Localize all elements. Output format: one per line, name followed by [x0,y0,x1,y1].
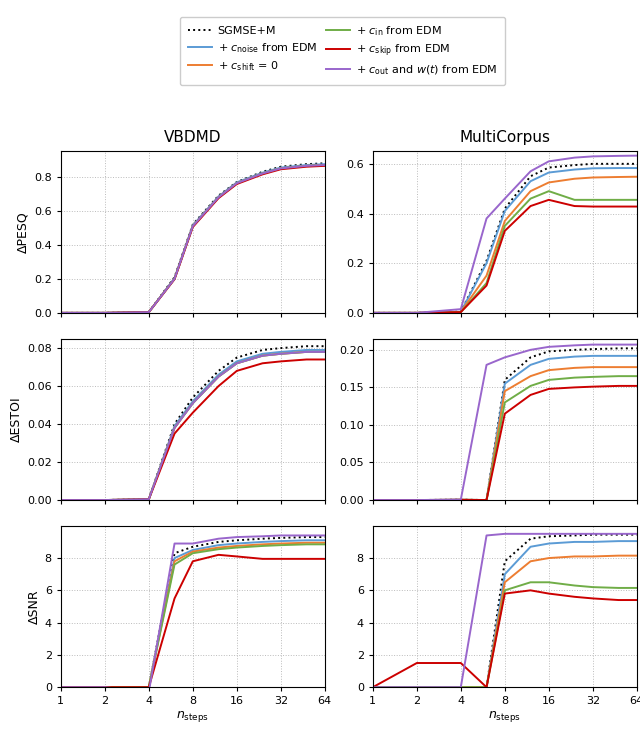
Text: VBDMD: VBDMD [164,130,221,145]
Legend: SGMSE+M, + $c_\mathrm{noise}$ from EDM, + $c_\mathrm{shift}$ = 0, + $c_\mathrm{i: SGMSE+M, + $c_\mathrm{noise}$ from EDM, … [180,17,505,85]
Y-axis label: ΔESTOI: ΔESTOI [10,396,23,442]
Y-axis label: ΔPESQ: ΔPESQ [17,211,30,253]
X-axis label: $n_\mathrm{steps}$: $n_\mathrm{steps}$ [176,709,209,724]
Text: MultiCorpus: MultiCorpus [460,130,550,145]
X-axis label: $n_\mathrm{steps}$: $n_\mathrm{steps}$ [488,709,522,724]
Y-axis label: ΔSNR: ΔSNR [28,589,40,624]
